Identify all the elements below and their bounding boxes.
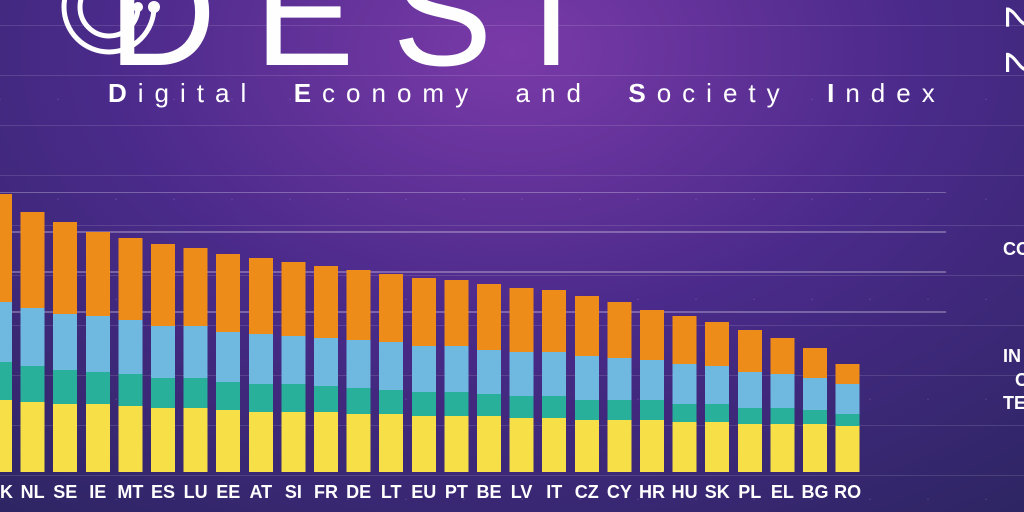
chart-x-labels: DK NL SE IE MT ES LU EE AT SI FR DE LT EU PT BE LV IT CZ CY… (0, 482, 861, 502)
legend-line-2b: O (1003, 369, 1024, 392)
svg-text:NL: NL (21, 482, 45, 502)
wordmark-text: DESI (108, 0, 610, 88)
legend-cropped: CO IN O TE (1003, 238, 1024, 416)
svg-text:SK: SK (705, 482, 730, 502)
svg-text:SI: SI (285, 482, 302, 502)
year-vertical: 022 (996, 0, 1024, 96)
subtitle: Digital Economy and Society Index (108, 78, 946, 109)
svg-text:DK: DK (0, 482, 13, 502)
svg-text:HU: HU (672, 482, 698, 502)
legend-line-2c: TE (1003, 392, 1024, 415)
svg-text:MT: MT (117, 482, 143, 502)
svg-text:ES: ES (151, 482, 175, 502)
svg-text:BE: BE (476, 482, 501, 502)
svg-text:RO: RO (834, 482, 861, 502)
svg-text:BG: BG (802, 482, 829, 502)
svg-text:DE: DE (346, 482, 371, 502)
svg-text:PL: PL (738, 482, 761, 502)
svg-text:IE: IE (89, 482, 106, 502)
legend-line-1a: CO (1003, 239, 1024, 259)
svg-text:PT: PT (445, 482, 468, 502)
desi-stacked-bar-chart: DK NL SE IE MT ES LU EE AT SI FR DE LT EU PT BE LV IT CZ CY… (0, 192, 946, 512)
svg-text:EE: EE (216, 482, 240, 502)
chart-bars (0, 194, 860, 472)
svg-text:EL: EL (771, 482, 794, 502)
svg-text:EU: EU (411, 482, 436, 502)
wordmark: DESI (108, 0, 610, 88)
svg-text:CZ: CZ (575, 482, 599, 502)
legend-line-2a: IN (1003, 345, 1024, 368)
svg-text:IT: IT (546, 482, 562, 502)
svg-text:LT: LT (381, 482, 402, 502)
svg-text:FR: FR (314, 482, 338, 502)
svg-text:CY: CY (607, 482, 632, 502)
svg-text:SE: SE (53, 482, 77, 502)
svg-text:HR: HR (639, 482, 665, 502)
svg-text:AT: AT (249, 482, 272, 502)
svg-text:LV: LV (511, 482, 533, 502)
svg-text:LU: LU (184, 482, 208, 502)
